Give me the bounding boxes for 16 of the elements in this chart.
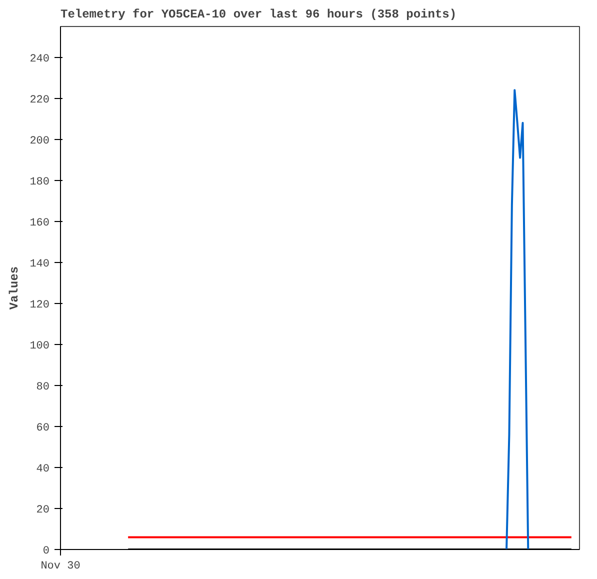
y-tick-label: 40 [36,463,50,476]
y-tick-label: 20 [36,504,50,516]
y-tick-label: 160 [30,217,50,230]
x-tick-label: Nov 30 [40,560,80,572]
chart-title: Telemetry for YO5CEA-10 over last 96 hours (358 points) [60,8,457,22]
y-tick-label: 200 [30,135,50,148]
y-tick-label: 120 [30,299,50,312]
y-tick-label: 60 [36,422,50,434]
y-tick-label: 0 [42,546,50,558]
y-tick-label: 180 [30,176,50,188]
y-tick-label: 220 [30,94,50,106]
y-tick-label: 140 [30,258,50,270]
y-tick-label: 80 [36,381,50,394]
y-tick-label: 100 [30,340,50,352]
y-tick-label: 240 [30,53,50,66]
y-axis-title: Values [8,266,22,310]
